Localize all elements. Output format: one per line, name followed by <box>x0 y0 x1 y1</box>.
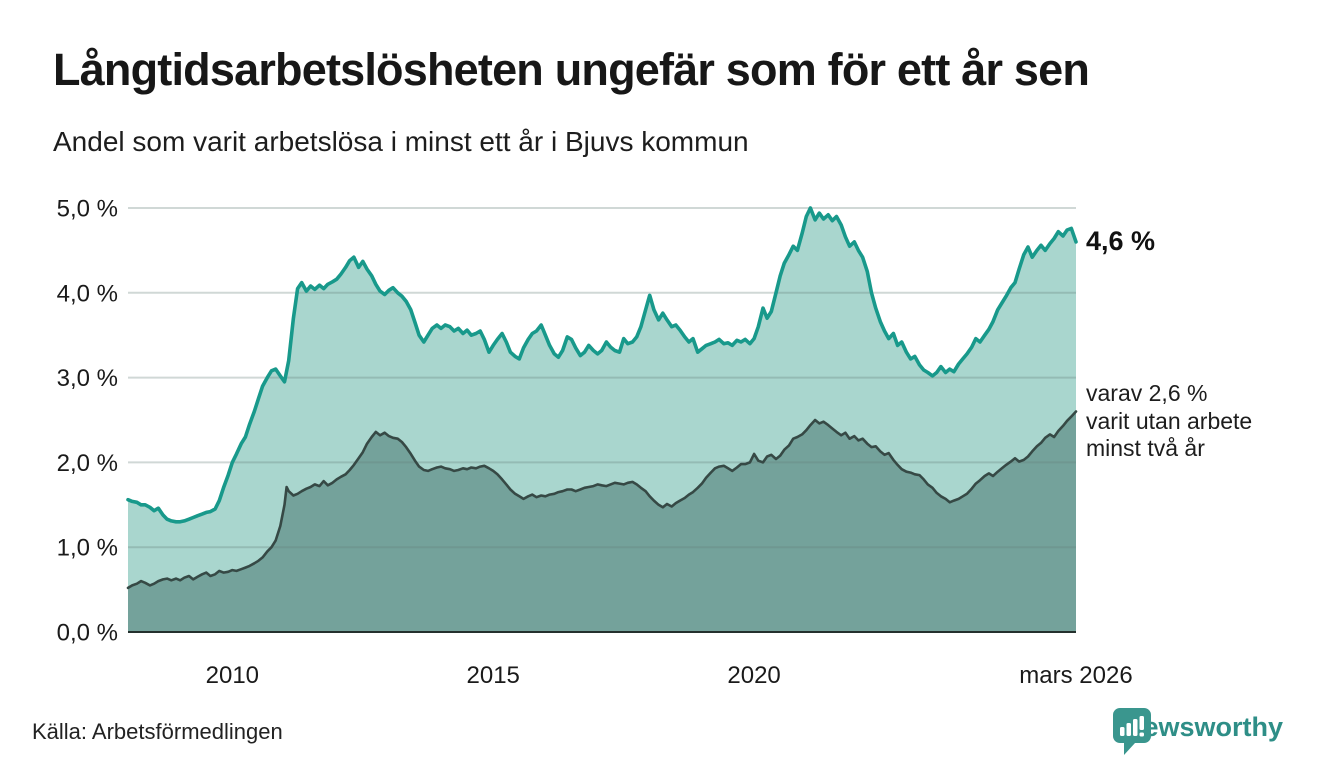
y-tick-label: 0,0 % <box>57 620 118 647</box>
x-tick-label: 2015 <box>467 662 520 689</box>
y-tick-label: 1,0 % <box>57 535 118 562</box>
y-axis-tick-labels: 0,0 % 1,0 % 2,0 % 3,0 % 4,0 % 5,0 % <box>57 196 118 647</box>
end-label-two-year: varav 2,6 % varit utan arbete minst två … <box>1086 380 1253 461</box>
newsworthy-logo: Newsworthy <box>1112 707 1283 755</box>
gridlines <box>128 207 1076 549</box>
source-note: Källa: Arbetsförmedlingen <box>32 719 283 744</box>
x-tick-label: mars 2026 <box>1019 662 1132 689</box>
y-tick-label: 3,0 % <box>57 365 118 392</box>
newsworthy-bubble-chart-icon <box>1113 708 1151 755</box>
line-two-year-unemployed <box>126 410 1078 590</box>
line-total-unemployed <box>126 206 1078 524</box>
x-axis-tick-labels: 2010 2015 2020 mars 2026 <box>206 662 1133 689</box>
y-tick-label: 2,0 % <box>57 450 118 477</box>
y-tick-label: 4,0 % <box>57 280 118 307</box>
x-tick-label: 2010 <box>206 662 259 689</box>
y-tick-label: 5,0 % <box>57 196 118 223</box>
chart-subtitle: Andel som varit arbetslösa i minst ett å… <box>53 126 749 157</box>
area-two-year-unemployed <box>128 411 1076 632</box>
end-label-total: 4,6 % <box>1086 226 1156 256</box>
x-tick-label: 2020 <box>727 662 780 689</box>
page-title: Långtidsarbetslösheten ungefär som för e… <box>53 44 1090 95</box>
